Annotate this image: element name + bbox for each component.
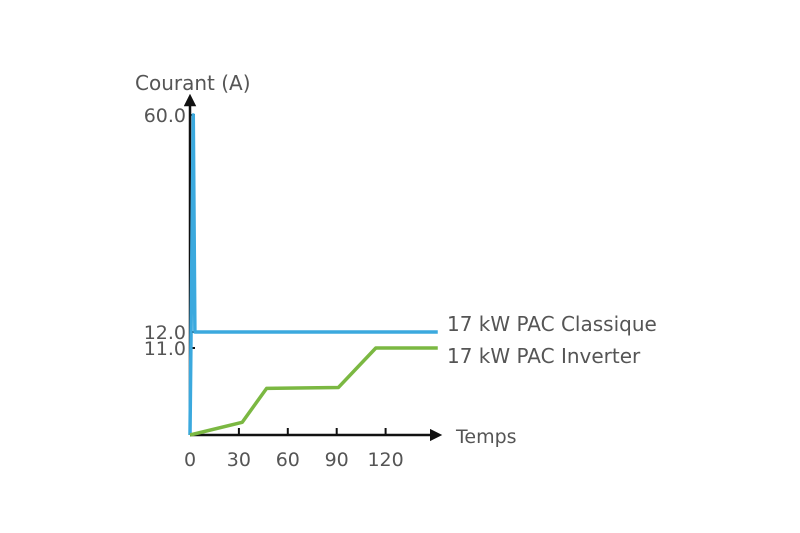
x-tick-label: 30 [227, 449, 251, 471]
y-tick-label: 12.0 [144, 322, 186, 344]
x-tick-label: 0 [184, 449, 196, 471]
y-axis-label: Courant (A) [135, 71, 251, 95]
x-tick-label: 60 [276, 449, 300, 471]
x-tick-label: 90 [325, 449, 349, 471]
y-tick-label: 60.0 [144, 105, 186, 127]
x-tick-label: 120 [367, 449, 403, 471]
series-line-1 [189, 346, 438, 437]
series-line-0 [188, 113, 438, 436]
y-tick-label: 11.0 [144, 338, 186, 360]
legend-label-0: 17 kW PAC Classique [447, 312, 657, 336]
legend-label-1: 17 kW PAC Inverter [447, 344, 641, 368]
x-axis-label: Temps [455, 426, 517, 448]
